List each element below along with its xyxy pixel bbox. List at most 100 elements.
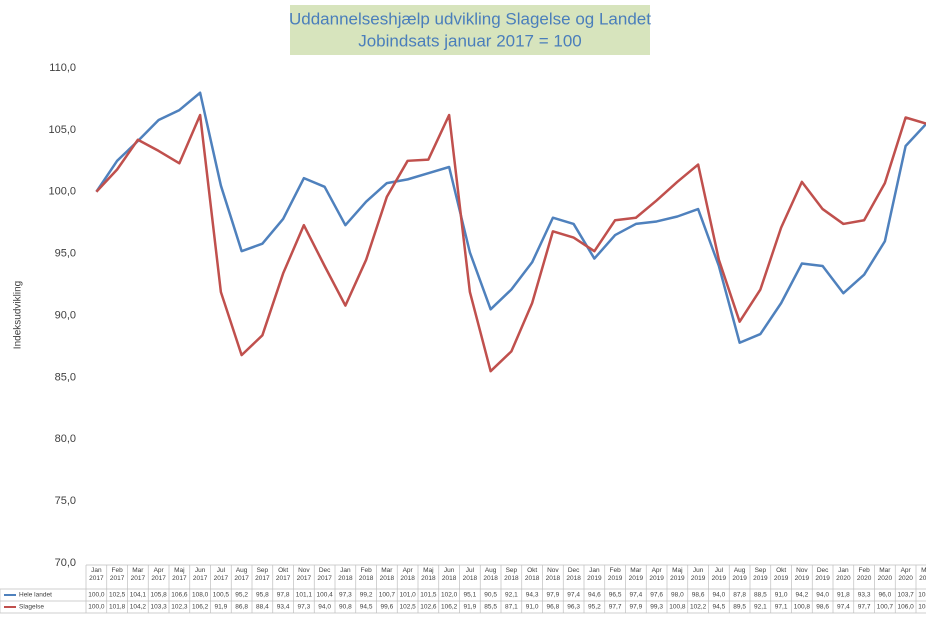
y-tick-label: 105,0 [48, 124, 76, 136]
chart-subtitle: Jobindsats januar 2017 = 100 [358, 31, 582, 50]
x-tick-label: Okt 2017 [275, 567, 291, 582]
x-tick-label: Sep 2017 [255, 567, 270, 582]
x-tick-label-box: Okt 2017 [275, 567, 291, 582]
x-tick-label: Dec 2017 [317, 567, 332, 582]
x-tick-label: Maj 2020 [919, 567, 926, 582]
x-tick-label-box: Sep 2019 [753, 567, 767, 582]
x-tick-label: Okt 2018 [524, 567, 540, 582]
table-value: 102,5 [399, 604, 416, 611]
table-value: 94,0 [816, 592, 829, 599]
table-value: 101,8 [109, 604, 126, 611]
x-tick-label-box: Aug 2019 [732, 567, 746, 582]
x-tick-label: Jul 2019 [711, 567, 727, 582]
table-value: 93,3 [858, 592, 871, 599]
table-value: 105,5 [918, 592, 926, 599]
table-value: 100,0 [88, 604, 105, 611]
table-value: 98,0 [671, 592, 684, 599]
table-value: 91,0 [526, 604, 539, 611]
table-value: 94,5 [713, 604, 726, 611]
table-value: 95,8 [256, 592, 269, 599]
table-value: 100,7 [877, 604, 894, 611]
x-tick-label: Mar 2019 [628, 567, 644, 582]
table-value: 101,5 [420, 592, 437, 599]
x-tick-label-box: Jul 2017 [214, 567, 228, 582]
x-tick-label: Nov 2018 [545, 567, 561, 582]
table-value: 106,0 [897, 604, 914, 611]
x-tick-label: Okt 2019 [773, 567, 789, 582]
table-value: 106,2 [441, 604, 458, 611]
x-tick-label-box: Maj 2019 [670, 567, 684, 582]
x-tick-label-box: Mar 2020 [877, 567, 893, 582]
x-tick-label: Nov 2019 [794, 567, 810, 582]
table-value: 98,6 [692, 592, 705, 599]
x-tick-label-box: Feb 2020 [856, 567, 872, 582]
x-tick-label-box: Jun 2019 [690, 567, 706, 582]
x-tick-label-box: Nov 2017 [296, 567, 312, 582]
table-value: 94,2 [796, 592, 809, 599]
table-value: 96,3 [567, 604, 580, 611]
table-value: 97,1 [775, 604, 788, 611]
table-value: 105,8 [150, 592, 167, 599]
table-value: 103,3 [150, 604, 167, 611]
table-value: 99,6 [381, 604, 394, 611]
table-value: 100,0 [88, 592, 105, 599]
x-tick-label-box: Jun 2018 [442, 567, 456, 582]
x-tick-label-box: Nov 2019 [794, 567, 810, 582]
x-tick-label: Aug 2017 [234, 567, 249, 582]
x-tick-label: Feb 2018 [358, 567, 374, 582]
y-tick-label: 110,0 [49, 62, 76, 74]
x-tick-label: Jan 2018 [338, 567, 353, 582]
x-tick-label: Mar 2018 [379, 567, 395, 582]
table-value: 92,1 [754, 604, 767, 611]
x-tick-label-box: Feb 2019 [607, 567, 623, 582]
x-tick-label: Feb 2020 [856, 567, 872, 582]
table-value: 95,1 [464, 592, 477, 599]
y-tick-label: 80,0 [55, 433, 76, 445]
y-tick-label: 70,0 [55, 557, 76, 569]
x-tick-label-box: Jan 2020 [836, 567, 850, 582]
x-tick-label: Nov 2017 [296, 567, 312, 582]
table-value: 91,0 [775, 592, 788, 599]
table-value: 96,8 [547, 604, 560, 611]
y-tick-label: 85,0 [55, 371, 76, 383]
table-value: 96,5 [609, 592, 622, 599]
table-value: 100,4 [316, 592, 333, 599]
x-tick-label-box: Apr 2018 [400, 567, 414, 582]
x-tick-label-box: Maj 2017 [172, 567, 186, 582]
x-tick-label-box: Apr 2017 [151, 567, 166, 582]
x-tick-label: Mar 2020 [877, 567, 893, 582]
table-value: 97,4 [567, 592, 580, 599]
chart-title: Uddannelseshjælp udvikling Slagelse og L… [289, 9, 651, 28]
table-value: 94,5 [360, 604, 373, 611]
table-value: 85,5 [484, 604, 497, 611]
x-tick-label-box: Mar 2017 [131, 567, 145, 582]
table-value: 103,7 [897, 592, 914, 599]
x-tick-label-box: Feb 2018 [358, 567, 374, 582]
x-tick-label-box: Sep 2017 [255, 567, 270, 582]
x-tick-label: Feb 2019 [607, 567, 623, 582]
table-value: 94,3 [526, 592, 539, 599]
table-value: 97,8 [277, 592, 290, 599]
y-tick-label: 100,0 [48, 186, 76, 198]
table-value: 87,8 [733, 592, 746, 599]
x-tick-label-box: Maj 2018 [421, 567, 435, 582]
table-value: 90,8 [339, 604, 352, 611]
x-tick-label-box: Dec 2017 [317, 567, 332, 582]
x-tick-label: Dec 2018 [566, 567, 581, 582]
x-tick-label-box: Apr 2019 [649, 567, 663, 582]
x-tick-label: Apr 2017 [151, 567, 166, 582]
table-value: 96,0 [879, 592, 892, 599]
table-value: 97,9 [547, 592, 560, 599]
table-value: 102,5 [109, 592, 126, 599]
table-value: 104,2 [130, 604, 147, 611]
x-tick-label-box: Sep 2018 [504, 567, 519, 582]
table-value: 99,3 [650, 604, 663, 611]
x-tick-label: Sep 2018 [504, 567, 519, 582]
x-tick-label: Jun 2019 [690, 567, 706, 582]
series-line [95, 113, 926, 373]
title-box [290, 5, 650, 55]
table-value: 100,7 [379, 592, 396, 599]
table-value: 90,5 [484, 592, 497, 599]
x-tick-label: Jul 2018 [462, 567, 478, 582]
